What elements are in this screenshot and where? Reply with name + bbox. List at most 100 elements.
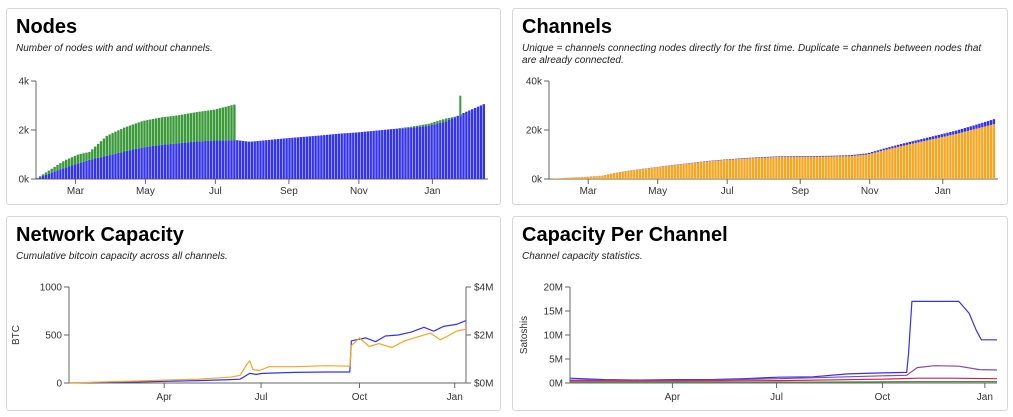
nodes-bar-s0 bbox=[302, 136, 306, 179]
channels-bar-s0 bbox=[783, 156, 787, 179]
nodes-bar-s0 bbox=[239, 140, 242, 179]
channels-bar-s1 bbox=[844, 155, 848, 157]
channels-bar-s0 bbox=[943, 136, 946, 179]
channels-bar-s1 bbox=[746, 157, 749, 159]
channels-bar-s0 bbox=[920, 141, 923, 179]
channels-bar-s1 bbox=[986, 120, 990, 126]
channels-bar-s1 bbox=[989, 120, 993, 125]
channels-bar-s0 bbox=[604, 175, 607, 179]
nodes-bar-s0 bbox=[105, 155, 108, 179]
channels-bar-s0 bbox=[746, 158, 749, 179]
capacity-chart[interactable]: 0 500 1000 $0M $2M $4M Apr Jul Oct Jan BTC bbox=[7, 217, 502, 412]
nodes-bar-s0 bbox=[250, 141, 253, 179]
channels-bar-s0 bbox=[891, 148, 894, 179]
nodes-bar-s0 bbox=[59, 169, 62, 179]
nodes-bar-s1 bbox=[210, 110, 213, 141]
nodes-bar-s1 bbox=[76, 154, 79, 164]
nodes-bar-s0 bbox=[218, 140, 222, 179]
channels-bar-s0 bbox=[885, 149, 888, 179]
nodes-bar-s1 bbox=[404, 127, 407, 129]
channels-bar-s1 bbox=[969, 126, 972, 131]
channels-bar-s1 bbox=[786, 156, 790, 157]
nodes-bar-s0 bbox=[198, 141, 201, 179]
channels-bar-s1 bbox=[760, 157, 764, 158]
channels-bar-s0 bbox=[772, 157, 775, 179]
nodes-bar-s0 bbox=[230, 140, 233, 179]
channels-bar-s0 bbox=[978, 127, 981, 179]
channels-bar-s0 bbox=[743, 158, 746, 179]
channels-bar-s1 bbox=[978, 123, 981, 128]
nodes-bar-s0 bbox=[224, 140, 227, 179]
nodes-bar-s0 bbox=[340, 133, 343, 179]
channels-bar-s1 bbox=[743, 158, 746, 159]
nodes-bar-s0 bbox=[473, 107, 477, 179]
channels-bar-s0 bbox=[633, 170, 636, 179]
nodes-bar-s1 bbox=[204, 110, 207, 142]
nodes-bar-s0 bbox=[444, 121, 448, 179]
channels-bar-s1 bbox=[734, 158, 737, 160]
nodes-bar-s0 bbox=[163, 144, 166, 179]
nodes-bar-s0 bbox=[47, 173, 50, 179]
channels-bar-s1 bbox=[841, 155, 845, 157]
nodes-bar-s1 bbox=[70, 157, 74, 166]
channels-bar-s0 bbox=[949, 135, 952, 179]
channels-bar-s0 bbox=[691, 163, 694, 179]
nodes-chart[interactable]: 0k 2k 4k Mar May Jul Sep Nov Jan bbox=[7, 9, 502, 206]
capacity-x-tick-label: Oct bbox=[352, 392, 368, 403]
channels-bar-s1 bbox=[862, 153, 865, 155]
channels-bar-s0 bbox=[905, 144, 909, 179]
channels-bar-s0 bbox=[650, 167, 653, 179]
channels-bar-s0 bbox=[717, 160, 720, 179]
nodes-bar-s1 bbox=[439, 120, 442, 123]
nodes-bar-s1 bbox=[427, 123, 430, 126]
nodes-bar-s0 bbox=[453, 117, 456, 179]
channels-bar-s0 bbox=[937, 137, 940, 179]
channels-bar-s0 bbox=[659, 166, 662, 179]
perchannel-y-tick-label: 0M bbox=[549, 379, 563, 390]
nodes-bar-s0 bbox=[233, 140, 236, 179]
nodes-bar-s0 bbox=[288, 138, 291, 179]
nodes-bar-s0 bbox=[50, 172, 53, 179]
channels-bar-s1 bbox=[731, 158, 735, 160]
nodes-bar-s1 bbox=[166, 116, 169, 145]
nodes-bar-s1 bbox=[56, 165, 59, 171]
channels-bar-s1 bbox=[827, 155, 830, 157]
capacity-x-tick-label: Apr bbox=[156, 392, 172, 403]
nodes-bar-s0 bbox=[395, 128, 398, 179]
channels-bar-s0 bbox=[908, 144, 911, 179]
channels-bar-s1 bbox=[888, 147, 891, 149]
nodes-bar-s1 bbox=[407, 127, 410, 128]
channels-bar-s1 bbox=[908, 141, 911, 145]
nodes-bar-s0 bbox=[436, 123, 439, 179]
nodes-bar-s0 bbox=[305, 136, 309, 179]
channels-bar-s0 bbox=[580, 177, 584, 179]
nodes-bar-s0 bbox=[471, 109, 474, 179]
channels-bar-s0 bbox=[778, 156, 781, 179]
channels-bar-s1 bbox=[839, 155, 842, 157]
perchannel-chart[interactable]: 0M 5M 10M 15M 20M Apr Jul Oct Jan Satoshis bbox=[513, 217, 1009, 412]
channels-bar-s0 bbox=[740, 158, 743, 179]
channels-bar-s0 bbox=[769, 157, 772, 179]
perchannel-y-tick-label: 20M bbox=[544, 283, 563, 294]
nodes-bar-s0 bbox=[355, 132, 358, 179]
nodes-bar-s0 bbox=[433, 124, 436, 179]
channels-bar-s1 bbox=[798, 156, 801, 157]
channels-chart[interactable]: 0k 20k 40k Mar May Jul Sep Nov Jan bbox=[513, 9, 1009, 206]
nodes-bar-s0 bbox=[386, 129, 390, 179]
nodes-bar-s0 bbox=[102, 156, 106, 179]
nodes-bar-s0 bbox=[381, 130, 384, 179]
channels-bar-s0 bbox=[926, 140, 929, 179]
channels-bar-s0 bbox=[554, 178, 558, 179]
channels-bar-s1 bbox=[740, 158, 743, 159]
nodes-bar-s0 bbox=[346, 133, 349, 179]
perchannel-y-tick-label: 10M bbox=[544, 331, 563, 342]
nodes-bar-s0 bbox=[360, 131, 364, 179]
channels-bar-s0 bbox=[630, 170, 633, 179]
channels-bar-s0 bbox=[841, 156, 845, 179]
nodes-bar-s0 bbox=[36, 178, 39, 179]
nodes-bar-s1 bbox=[181, 114, 184, 143]
channels-bar-s0 bbox=[563, 177, 566, 179]
nodes-bar-s0 bbox=[285, 138, 288, 179]
channels-bar-s1 bbox=[957, 129, 961, 134]
channels-bar-s0 bbox=[688, 163, 691, 179]
